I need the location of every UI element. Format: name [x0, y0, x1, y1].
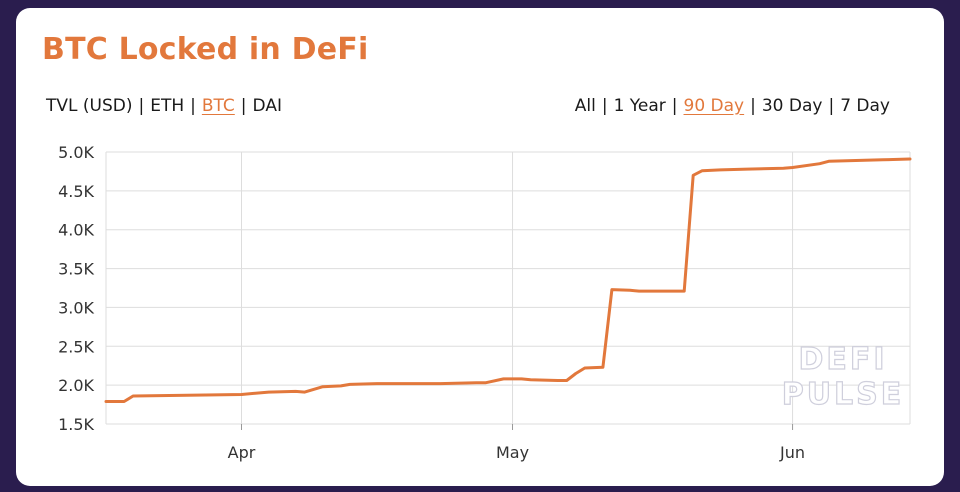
metric-selector: TVL (USD) | ETH | BTC | DAI [46, 96, 282, 116]
separator: | [190, 96, 196, 116]
separator: | [671, 96, 678, 116]
chart-title: BTC Locked in DeFi [42, 32, 369, 67]
y-axis-ticks: 1.5K 2.0K 2.5K 3.0K 3.5K 4.0K 4.5K 5.0K [58, 143, 94, 434]
y-tick-label: 5.0K [58, 143, 94, 162]
metric-option-btc[interactable]: BTC [201, 96, 235, 116]
x-tick-label: Apr [228, 443, 256, 462]
metric-option-eth[interactable]: ETH [150, 96, 185, 116]
y-tick-label: 2.5K [58, 337, 94, 356]
separator: | [601, 96, 608, 116]
range-option-all[interactable]: All [574, 96, 596, 116]
chart-card: BTC Locked in DeFi TVL (USD) | ETH | BTC | DAI… [16, 8, 944, 486]
svg-text:DEFI: DEFI [798, 342, 887, 377]
watermark-logo: DEFI PULSE [781, 341, 905, 412]
metric-option-dai[interactable]: DAI [252, 96, 282, 116]
separator: | [828, 96, 835, 116]
range-option-30-day[interactable]: 30 Day [761, 96, 823, 116]
y-tick-label: 4.5K [58, 182, 94, 201]
series-line [104, 157, 912, 403]
x-tick-label: May [496, 443, 529, 462]
x-axis-ticks: Apr May Jun [228, 424, 805, 462]
y-tick-label: 3.0K [58, 298, 94, 317]
metric-option-tvl-usd[interactable]: TVL (USD) [46, 96, 133, 116]
range-option-7-day[interactable]: 7 Day [840, 96, 890, 116]
chart-grid [105, 151, 911, 425]
range-option-1-year[interactable]: 1 Year [613, 96, 666, 116]
separator: | [240, 96, 247, 116]
svg-text:PULSE: PULSE [782, 377, 905, 412]
x-tick-label: Jun [779, 443, 805, 462]
y-tick-label: 2.0K [58, 376, 94, 395]
y-tick-label: 1.5K [58, 415, 94, 434]
y-tick-label: 3.5K [58, 260, 94, 279]
y-tick-label: 4.0K [58, 221, 94, 240]
range-selector: All | 1 Year | 90 Day | 30 Day | 7 Day [575, 96, 890, 116]
range-option-90-day[interactable]: 90 Day [683, 96, 745, 116]
separator: | [138, 96, 145, 116]
separator: | [750, 96, 756, 116]
